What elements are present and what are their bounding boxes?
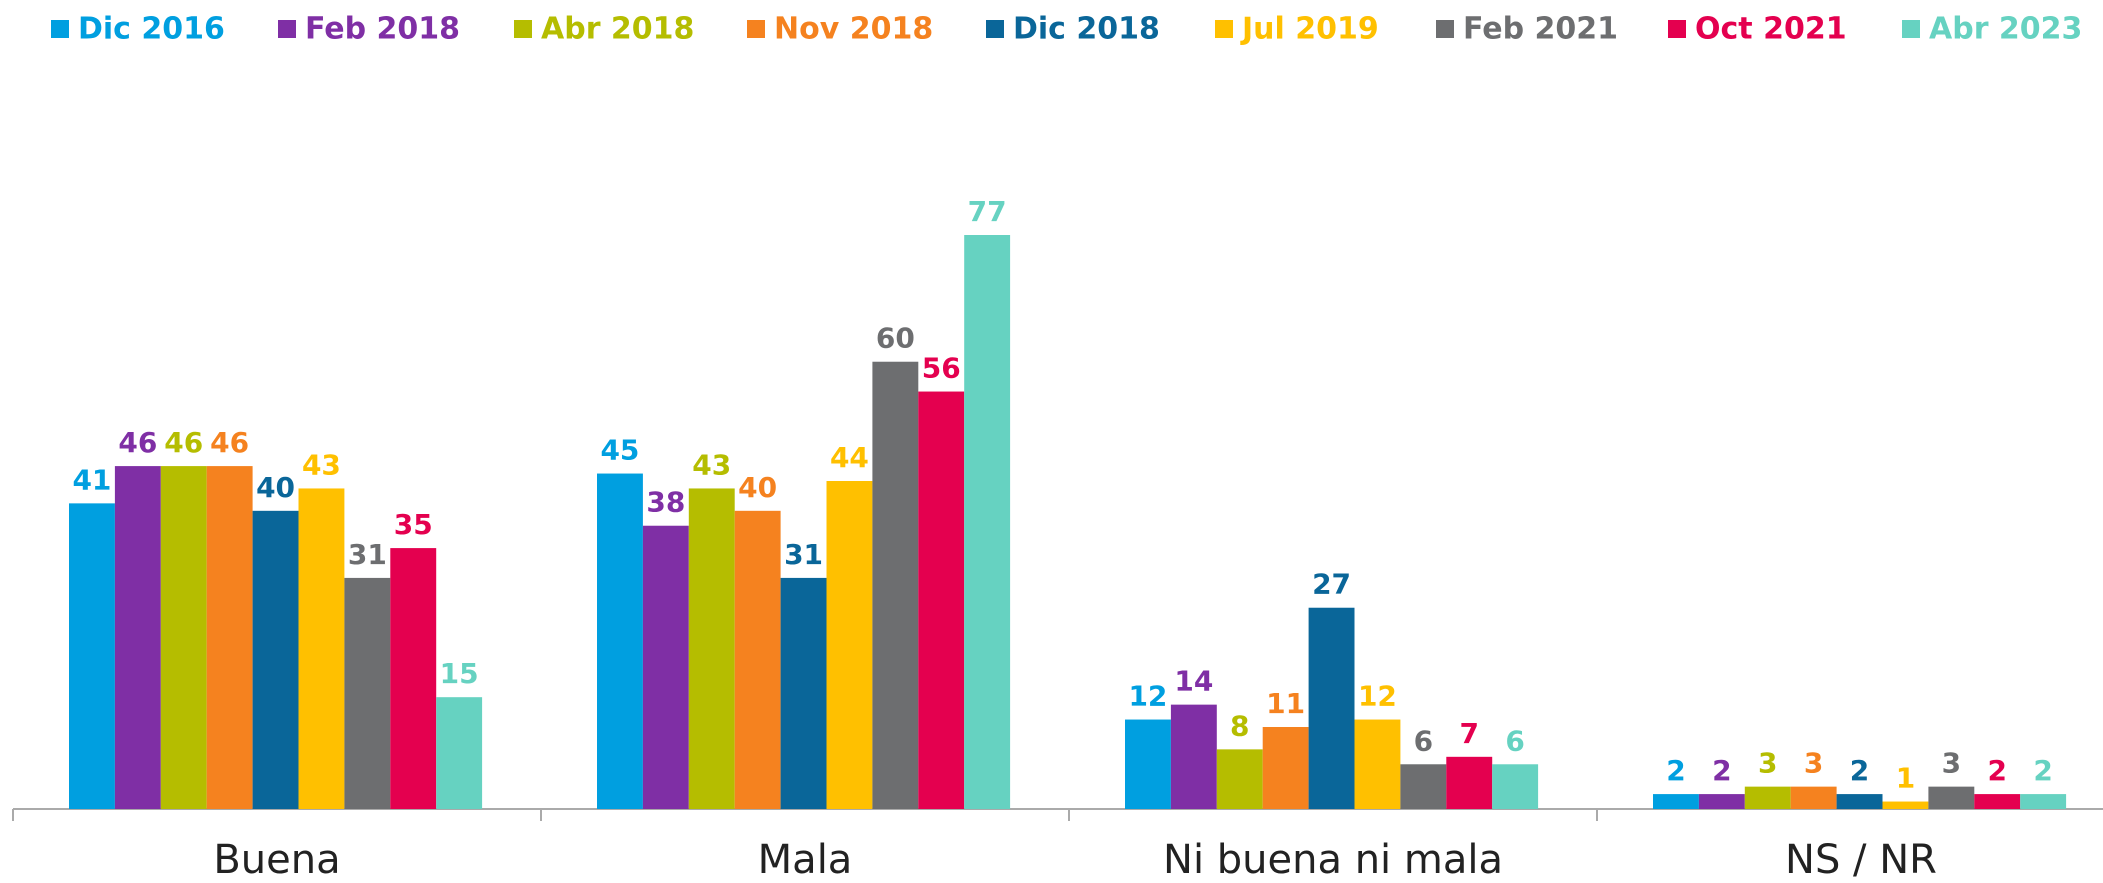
legend-swatch <box>51 20 69 38</box>
bar <box>918 391 965 809</box>
data-label: 3 <box>1942 747 1961 780</box>
legend-swatch <box>1436 20 1454 38</box>
bar <box>1882 801 1929 809</box>
bar <box>872 361 919 809</box>
bar <box>344 577 391 809</box>
bar <box>1653 794 1699 809</box>
data-label: 15 <box>440 657 479 690</box>
legend-swatch <box>514 20 532 38</box>
legend-swatch <box>1668 20 1686 38</box>
data-label: 43 <box>302 448 341 481</box>
data-label: 2 <box>1712 754 1731 787</box>
legend-label: Jul 2019 <box>1240 12 1379 47</box>
legend-swatch <box>747 20 765 38</box>
data-label: 44 <box>830 441 869 474</box>
bar <box>114 466 161 809</box>
legend-label: Oct 2021 <box>1695 12 1847 47</box>
data-label: 2 <box>1666 754 1685 787</box>
bar <box>1492 764 1539 809</box>
x-tick-label: Ni buena ni mala <box>1163 837 1503 883</box>
data-label: 46 <box>118 426 157 459</box>
data-label: 31 <box>348 538 387 571</box>
bar <box>160 466 207 809</box>
x-tick-label: Buena <box>213 837 340 883</box>
legend-label: Feb 2021 <box>1463 12 1618 47</box>
data-label: 46 <box>210 426 249 459</box>
legend-swatch <box>986 20 1004 38</box>
legend-label: Abr 2023 <box>1929 12 2082 47</box>
data-label: 6 <box>1505 724 1524 757</box>
bar <box>1262 727 1309 809</box>
bar <box>734 510 781 809</box>
data-label: 45 <box>600 434 639 467</box>
bar <box>780 577 827 809</box>
bar <box>1446 756 1493 809</box>
bar <box>1836 794 1883 809</box>
bar <box>597 473 643 809</box>
bar <box>1308 607 1355 809</box>
bar <box>1698 794 1745 809</box>
bar <box>826 481 873 809</box>
bar <box>688 488 735 809</box>
bar <box>206 466 253 809</box>
data-label: 2 <box>1850 754 1869 787</box>
bar <box>642 525 689 809</box>
bar <box>390 548 437 809</box>
bar <box>1170 704 1217 809</box>
data-label: 2 <box>1988 754 2007 787</box>
legend-swatch <box>1215 20 1233 38</box>
data-label: 43 <box>692 448 731 481</box>
bar <box>1216 749 1263 809</box>
bar <box>1790 786 1837 809</box>
bar <box>69 503 115 809</box>
legend-swatch <box>278 20 296 38</box>
data-label: 1 <box>1896 762 1915 795</box>
data-label: 2 <box>2033 754 2052 787</box>
legend-label: Feb 2018 <box>305 12 460 47</box>
data-label: 12 <box>1128 680 1167 713</box>
data-label: 31 <box>784 538 823 571</box>
bar <box>298 488 345 809</box>
bar <box>1125 719 1171 809</box>
data-label: 12 <box>1358 680 1397 713</box>
bar <box>252 510 299 809</box>
data-label: 56 <box>922 352 961 385</box>
legend-swatch <box>1902 20 1920 38</box>
data-label: 38 <box>646 486 685 519</box>
legend-label: Abr 2018 <box>541 12 694 47</box>
bar <box>1354 719 1401 809</box>
bar <box>1928 786 1975 809</box>
bar <box>1400 764 1447 809</box>
data-label: 3 <box>1758 747 1777 780</box>
x-tick-label: NS / NR <box>1785 837 1937 883</box>
data-label: 46 <box>164 426 203 459</box>
data-label: 27 <box>1312 568 1351 601</box>
data-label: 3 <box>1804 747 1823 780</box>
data-label: 7 <box>1460 717 1479 750</box>
data-label: 11 <box>1266 687 1305 720</box>
data-label: 77 <box>968 195 1007 228</box>
data-label: 41 <box>72 463 111 496</box>
x-tick-label: Mala <box>758 837 853 883</box>
data-label: 35 <box>394 508 433 541</box>
data-label: 40 <box>738 471 777 504</box>
data-label: 14 <box>1174 665 1213 698</box>
legend-label: Dic 2018 <box>1013 12 1160 47</box>
bar <box>964 235 1011 809</box>
data-label: 60 <box>876 322 915 355</box>
data-label: 40 <box>256 471 295 504</box>
bar <box>1744 786 1791 809</box>
data-label: 6 <box>1414 724 1433 757</box>
bar <box>2020 794 2067 809</box>
data-label: 8 <box>1230 709 1249 742</box>
legend-label: Dic 2016 <box>78 12 225 47</box>
bar <box>1974 794 2021 809</box>
bar <box>436 697 483 809</box>
legend-label: Nov 2018 <box>774 12 933 47</box>
